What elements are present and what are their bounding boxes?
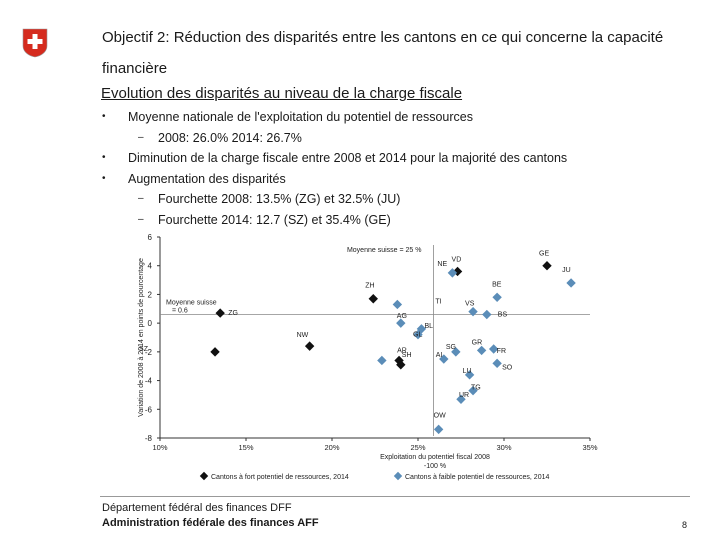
point-label-sg: SG xyxy=(446,344,456,351)
data-point-ar2 xyxy=(377,355,387,366)
point-label-nw: NW xyxy=(297,332,309,339)
point-label-be: BE xyxy=(492,281,502,288)
y-tick-label: 6 xyxy=(148,233,153,242)
point-label-ai: AI xyxy=(436,352,443,359)
legend-marker-weak xyxy=(393,471,403,481)
swiss-cross-logo xyxy=(22,28,48,58)
x-tick-label: 20% xyxy=(324,443,339,452)
y-tick-label: 0 xyxy=(148,319,153,328)
data-point-so xyxy=(492,358,502,369)
x-tick-label: 15% xyxy=(238,443,253,452)
data-point-be xyxy=(492,292,502,303)
bullet-subitem: 2008: 26.0% 2014: 26.7% xyxy=(100,128,700,149)
data-point-nw xyxy=(304,341,315,351)
data-point-sz xyxy=(210,347,220,357)
point-label-bl: BL xyxy=(424,323,433,330)
point-label-ow: OW xyxy=(434,412,446,419)
page-number: 8 xyxy=(682,520,688,530)
y-tick-label: 2 xyxy=(148,290,153,299)
data-point-ow xyxy=(433,424,444,435)
point-label-gr: GR xyxy=(472,339,483,346)
point-label-ge: GE xyxy=(539,251,549,258)
point-label-fr: FR xyxy=(497,348,506,355)
page-title: Objectif 2: Réduction des disparités ent… xyxy=(102,29,664,77)
x-tick-label: 10% xyxy=(152,443,167,452)
point-label-lu: LU xyxy=(463,368,472,375)
bullet-subitem: Fourchette 2014: 12.7 (SZ) et 35.4% (GE) xyxy=(100,210,700,231)
data-point-sh xyxy=(396,360,406,370)
data-point-bl xyxy=(416,324,427,334)
data-point-ge xyxy=(542,261,552,271)
x-axis-label: Exploitation du potentiel fiscal 2008 xyxy=(380,454,490,461)
y-tick-label: -2 xyxy=(145,348,153,357)
footer-department: Département fédéral des finances DFF xyxy=(102,502,292,514)
y-tick-label: -6 xyxy=(145,405,153,414)
data-point-lu xyxy=(464,370,475,380)
point-label-sz: SZ xyxy=(139,346,149,353)
legend-label-strong: Cantons à fort potentiel de ressources, … xyxy=(211,474,349,481)
x-axis-label-line2: -100 % xyxy=(424,463,446,470)
y-axis-label: Variation de 2008 à 2014 en points de po… xyxy=(138,258,145,417)
point-label-sh: SH xyxy=(402,352,412,359)
legend-label-weak: Cantons à faible potentiel de ressources… xyxy=(405,474,549,481)
bullet-item: Augmentation des disparités xyxy=(100,169,700,190)
data-point-vs xyxy=(468,306,478,317)
point-label-tg: TG xyxy=(471,385,481,392)
y-tick-label: -4 xyxy=(145,377,153,386)
data-point-gl xyxy=(413,329,423,340)
x-tick-label: 25% xyxy=(410,443,425,452)
reference-label-horizontal-value: = 0.6 xyxy=(172,308,188,315)
point-label-ar: AR xyxy=(397,347,407,354)
x-tick-label: 35% xyxy=(582,443,597,452)
data-point-zg xyxy=(215,308,225,318)
point-label-so: SO xyxy=(502,364,513,371)
point-label-ne: NE xyxy=(437,261,447,268)
point-label-vs: VS xyxy=(465,301,475,308)
data-point-tg xyxy=(468,385,478,396)
x-tick-label: 30% xyxy=(496,443,511,452)
point-label-ju: JU xyxy=(562,267,571,274)
point-label-bs: BS xyxy=(498,312,508,319)
footer-divider xyxy=(100,496,690,497)
data-point-bs xyxy=(482,309,492,320)
point-label-gl: GL xyxy=(413,332,422,339)
footer-administration: Administration fédérale des finances AFF xyxy=(102,517,319,529)
data-point-ti xyxy=(392,299,403,310)
reference-label-horizontal: Moyenne suisse xyxy=(166,300,217,307)
section-title: Evolution des disparités au niveau de la… xyxy=(101,85,463,102)
data-point-fr xyxy=(488,344,499,354)
point-label-zh: ZH xyxy=(365,283,374,290)
data-point-zh xyxy=(368,294,378,304)
point-label-ti: TI xyxy=(435,298,441,305)
legend-marker-strong xyxy=(199,471,209,481)
y-tick-label: 4 xyxy=(148,262,153,271)
point-label-ag: AG xyxy=(397,313,407,320)
bullet-item: Moyenne nationale de l'exploitation du p… xyxy=(100,107,700,128)
point-label-vd: VD xyxy=(452,256,462,263)
y-tick-label: -8 xyxy=(145,434,153,443)
bullet-item: Diminution de la charge fiscale entre 20… xyxy=(100,148,700,169)
data-point-ne xyxy=(447,268,458,278)
point-label-ur: UR xyxy=(459,392,469,399)
reference-label-vertical: Moyenne suisse = 25 % xyxy=(347,247,422,254)
bullet-subitem: Fourchette 2008: 13.5% (ZG) et 32.5% (JU… xyxy=(100,189,700,210)
bullet-list: Moyenne nationale de l'exploitation du p… xyxy=(100,107,700,230)
data-point-ur xyxy=(456,394,466,404)
data-point-ju xyxy=(566,278,576,288)
point-label-zg: ZG xyxy=(228,310,238,317)
data-point-gr xyxy=(476,345,487,356)
data-point-sg xyxy=(451,347,461,357)
data-point-ai xyxy=(439,354,449,364)
data-point-ag xyxy=(396,318,406,328)
